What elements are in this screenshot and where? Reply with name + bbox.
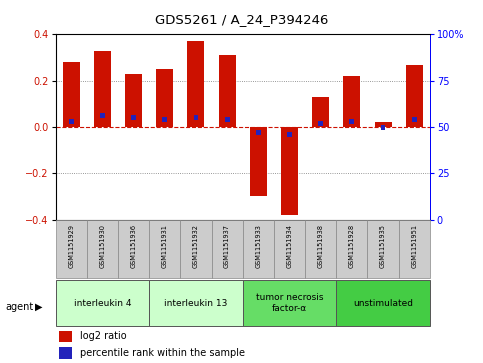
- Text: GSM1151934: GSM1151934: [286, 224, 293, 268]
- Text: ▶: ▶: [35, 302, 43, 312]
- Text: GSM1151931: GSM1151931: [162, 224, 168, 268]
- Bar: [242, 280, 336, 326]
- Bar: [212, 220, 242, 278]
- Bar: [256, 130, 261, 135]
- Bar: [242, 220, 274, 278]
- Bar: [350, 119, 355, 124]
- Text: GSM1151928: GSM1151928: [349, 224, 355, 268]
- Text: unstimulated: unstimulated: [353, 299, 413, 307]
- Bar: [56, 280, 149, 326]
- Bar: [225, 117, 229, 122]
- Text: GSM1151929: GSM1151929: [68, 224, 74, 268]
- Text: GSM1151930: GSM1151930: [99, 224, 105, 268]
- Bar: [305, 220, 336, 278]
- Bar: [318, 121, 323, 126]
- Bar: [87, 220, 118, 278]
- Text: GSM1151938: GSM1151938: [318, 224, 324, 268]
- Bar: [63, 62, 80, 127]
- Text: GSM1151933: GSM1151933: [256, 224, 261, 268]
- Bar: [56, 220, 87, 278]
- Text: GSM1151951: GSM1151951: [411, 224, 417, 268]
- Bar: [274, 220, 305, 278]
- Bar: [336, 280, 430, 326]
- Bar: [156, 69, 173, 127]
- Bar: [312, 97, 329, 127]
- Text: interleukin 4: interleukin 4: [73, 299, 131, 307]
- Bar: [59, 331, 72, 342]
- Text: agent: agent: [6, 302, 34, 312]
- Bar: [100, 113, 105, 118]
- Text: percentile rank within the sample: percentile rank within the sample: [80, 348, 245, 358]
- Bar: [336, 220, 368, 278]
- Bar: [412, 117, 417, 122]
- Text: GSM1151935: GSM1151935: [380, 224, 386, 268]
- Text: GSM1151936: GSM1151936: [130, 224, 137, 268]
- Text: interleukin 13: interleukin 13: [164, 299, 227, 307]
- Bar: [250, 127, 267, 196]
- Bar: [368, 220, 398, 278]
- Bar: [180, 220, 212, 278]
- Bar: [94, 51, 111, 127]
- Bar: [118, 220, 149, 278]
- Bar: [162, 117, 167, 122]
- Bar: [398, 220, 430, 278]
- Bar: [187, 41, 204, 127]
- Bar: [149, 280, 242, 326]
- Text: tumor necrosis
factor-α: tumor necrosis factor-α: [256, 293, 323, 313]
- Bar: [69, 119, 73, 124]
- Bar: [287, 132, 292, 137]
- Bar: [381, 125, 385, 130]
- Text: log2 ratio: log2 ratio: [80, 331, 127, 341]
- Bar: [343, 76, 360, 127]
- Bar: [281, 127, 298, 215]
- Bar: [149, 220, 180, 278]
- Bar: [131, 115, 136, 121]
- Text: GDS5261 / A_24_P394246: GDS5261 / A_24_P394246: [155, 13, 328, 26]
- Text: GSM1151937: GSM1151937: [224, 224, 230, 268]
- Bar: [59, 347, 72, 359]
- Bar: [406, 65, 423, 127]
- Bar: [218, 55, 236, 127]
- Bar: [374, 122, 392, 127]
- Bar: [194, 115, 199, 121]
- Bar: [125, 74, 142, 127]
- Text: GSM1151932: GSM1151932: [193, 224, 199, 268]
